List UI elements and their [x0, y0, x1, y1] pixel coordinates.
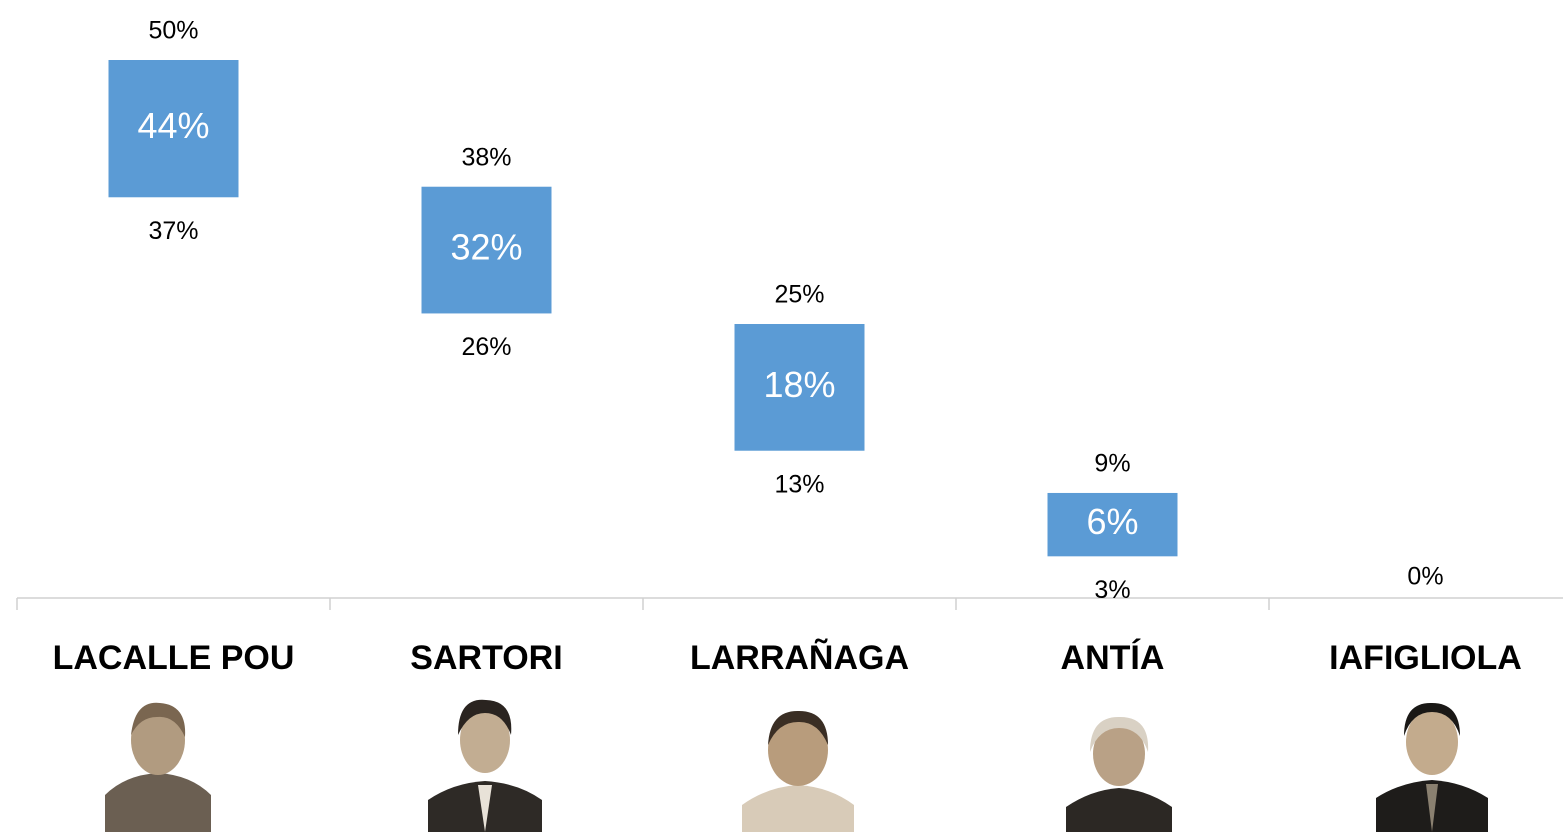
low-label: 37% [148, 217, 198, 245]
high-label: 25% [774, 281, 824, 309]
range-bar [1047, 492, 1178, 557]
range-bar [108, 60, 239, 198]
portrait [1376, 702, 1488, 832]
category-label: LACALLE POU [53, 639, 295, 677]
portrait [105, 695, 211, 832]
portrait [1066, 716, 1172, 832]
category-label: LARRAÑAGA [690, 639, 909, 677]
portraits [105, 695, 1488, 832]
high-label: 38% [461, 143, 511, 171]
portrait [428, 699, 542, 832]
category-label: SARTORI [410, 639, 562, 677]
range-bar [421, 186, 552, 314]
estimate-label: 44% [137, 105, 209, 146]
low-label: 3% [1094, 576, 1130, 604]
low-label: 13% [774, 470, 824, 498]
high-label: 9% [1094, 450, 1130, 478]
high-label: 50% [148, 17, 198, 45]
estimate-label: 32% [450, 227, 522, 268]
estimate-label: 18% [763, 364, 835, 405]
category-label: IAFIGLIOLA [1329, 639, 1522, 677]
portrait [742, 710, 854, 832]
range-bar [734, 324, 865, 451]
estimate-label: 0% [1407, 563, 1443, 591]
low-label: 26% [461, 333, 511, 361]
estimate-label: 6% [1086, 501, 1138, 542]
category-label: ANTÍA [1061, 639, 1165, 677]
